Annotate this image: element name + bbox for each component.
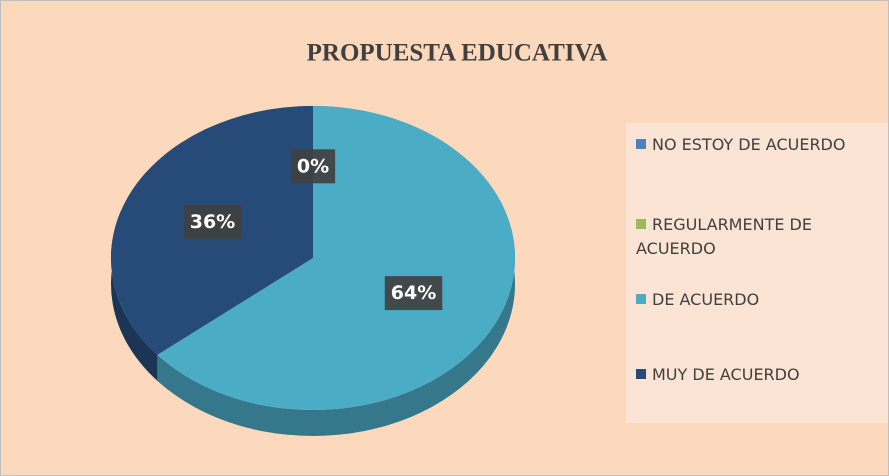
legend-item: NO ESTOY DE ACUERDO <box>636 133 866 157</box>
legend-item: DE ACUERDO <box>636 288 866 312</box>
data-label-box <box>183 204 242 239</box>
legend-label: DE ACUERDO <box>652 290 760 309</box>
data-label-box <box>384 276 443 311</box>
legend-item: REGULARMENTE DE ACUERDO <box>636 213 866 261</box>
legend: NO ESTOY DE ACUERDO REGULARMENTE DE ACUER… <box>626 123 888 423</box>
legend-label: MUY DE ACUERDO <box>652 365 800 384</box>
data-label: 36% <box>190 211 235 233</box>
legend-label: NO ESTOY DE ACUERDO <box>652 135 846 154</box>
pie-slice <box>157 106 515 410</box>
legend-swatch <box>636 219 646 229</box>
data-label: 0% <box>297 155 329 177</box>
data-label: 64% <box>391 282 436 304</box>
legend-swatch <box>636 369 646 379</box>
legend-label: REGULARMENTE DE ACUERDO <box>636 215 812 258</box>
legend-swatch <box>636 139 646 149</box>
legend-item: MUY DE ACUERDO <box>636 363 866 387</box>
legend-swatch <box>636 294 646 304</box>
data-label-box <box>290 149 336 184</box>
data-labels: 0% 64% 36% <box>183 149 443 311</box>
pie-slice-side <box>157 106 516 437</box>
chart-title: PROPUESTA EDUCATIVA <box>307 40 608 67</box>
